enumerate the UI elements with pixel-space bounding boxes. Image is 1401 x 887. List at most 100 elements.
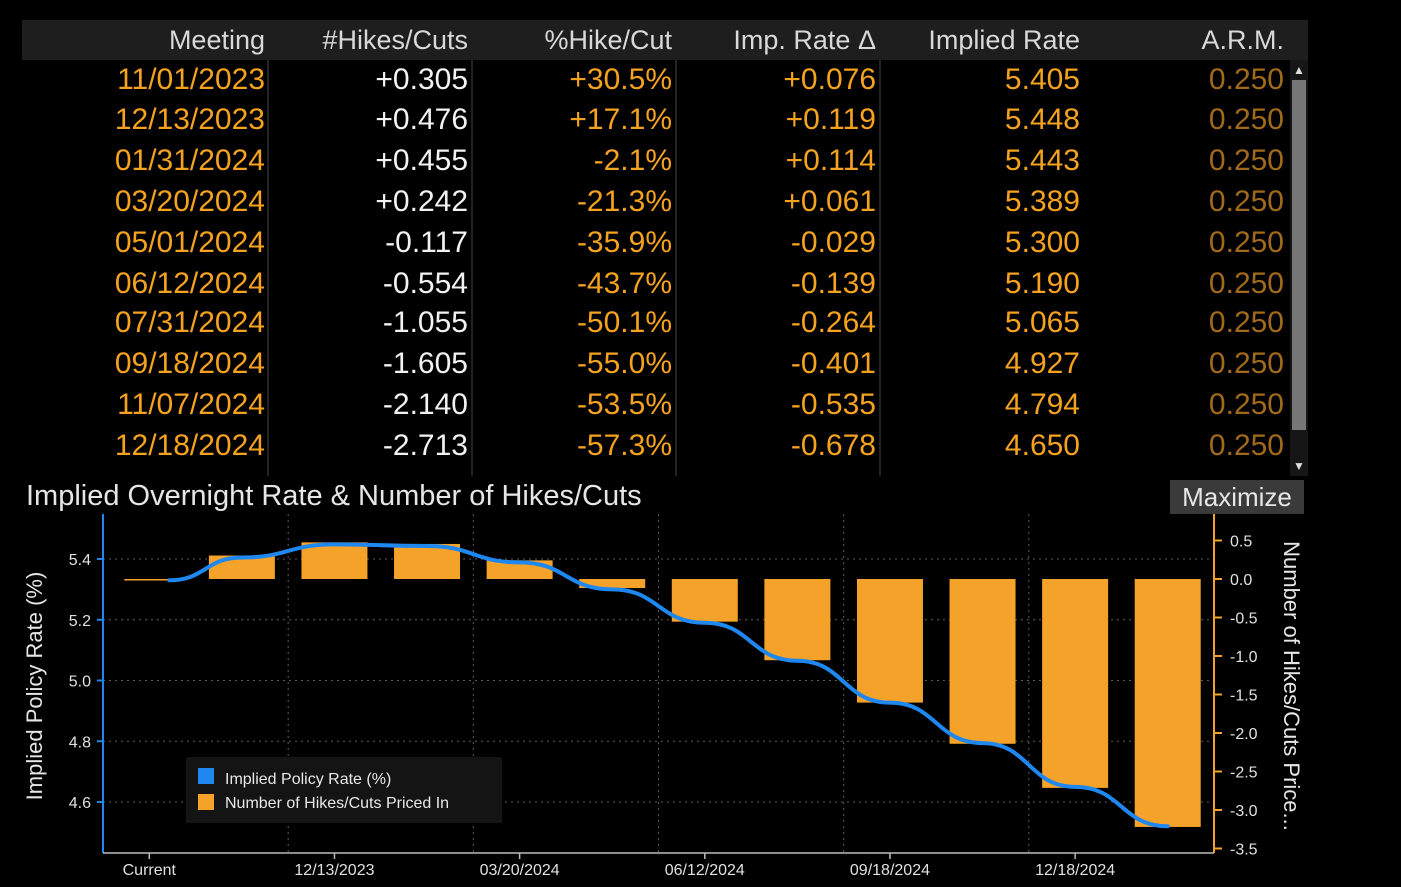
cell-hikes: -2.140 — [382, 388, 468, 421]
cell-meeting: 03/20/2024 — [114, 185, 265, 218]
table-row[interactable]: 01/31/2024 +0.455 -2.1% +0.114 5.443 0.250 — [22, 141, 1290, 181]
bar — [856, 579, 923, 703]
cell-pct: -55.0% — [576, 347, 672, 380]
right-tick-label: -0.5 — [1230, 611, 1258, 628]
x-tick-label: 09/18/2024 — [850, 862, 930, 879]
right-tick-label: 0.0 — [1230, 572, 1252, 589]
right-tick-label: -3.0 — [1230, 803, 1258, 820]
left-tick-label: 5.2 — [69, 613, 91, 630]
cell-pct: +17.1% — [569, 103, 672, 136]
cell-rate: 5.190 — [1004, 267, 1080, 300]
table-row[interactable]: 12/18/2024 -2.713 -57.3% -0.678 4.650 0.250 — [22, 426, 1290, 466]
legend-label-rate: Implied Policy Rate (%) — [225, 771, 391, 788]
bar — [1134, 579, 1201, 827]
cell-hikes: +0.305 — [375, 63, 468, 96]
cell-meeting: 06/12/2024 — [114, 267, 265, 300]
right-tick-label: -1.0 — [1230, 649, 1258, 666]
cell-arm: 0.250 — [1208, 267, 1284, 300]
table-row[interactable]: 05/01/2024 -0.117 -35.9% -0.029 5.300 0.250 — [22, 223, 1290, 263]
cell-delta: -0.401 — [790, 347, 876, 380]
meeting-table: Meeting #Hikes/Cuts %Hike/Cut Imp. Rate Δ Im… — [22, 20, 1308, 476]
column-header-meeting[interactable]: Meeting — [168, 25, 265, 55]
cell-meeting: 09/18/2024 — [114, 347, 265, 380]
cell-arm: 0.250 — [1208, 144, 1284, 177]
right-tick-label: 0.5 — [1230, 534, 1252, 551]
cell-arm: 0.250 — [1208, 63, 1284, 96]
cell-meeting: 05/01/2024 — [114, 226, 265, 259]
y2-axis-label: Number of Hikes/Cuts Price... — [1279, 541, 1304, 831]
x-tick-label: 12/18/2024 — [1035, 862, 1115, 879]
cell-meeting: 12/13/2023 — [114, 103, 265, 136]
table-row[interactable]: 03/20/2024 +0.242 -21.3% +0.061 5.389 0.250 — [22, 182, 1290, 222]
table-row[interactable]: 11/01/2023 +0.305 +30.5% +0.076 5.405 0.250 — [22, 60, 1290, 100]
table-row[interactable]: 11/07/2024 -2.140 -53.5% -0.535 4.794 0.250 — [22, 385, 1290, 425]
left-tick-label: 5.4 — [69, 552, 91, 569]
bar — [671, 579, 738, 622]
cell-delta: -0.029 — [790, 226, 876, 259]
cell-pct: -21.3% — [576, 185, 672, 218]
cell-rate: 5.443 — [1004, 144, 1080, 177]
column-header-delta[interactable]: Imp. Rate Δ — [733, 25, 876, 55]
cell-rate: 4.650 — [1004, 429, 1080, 462]
cell-hikes: -0.554 — [382, 267, 468, 300]
table-row[interactable]: 07/31/2024 -1.055 -50.1% -0.264 5.065 0.250 — [22, 303, 1290, 343]
cell-rate: 4.927 — [1004, 347, 1080, 380]
cell-arm: 0.250 — [1208, 306, 1284, 339]
cell-pct: -35.9% — [576, 226, 672, 259]
cell-meeting: 12/18/2024 — [114, 429, 265, 462]
cell-delta: +0.119 — [785, 103, 876, 136]
cell-delta: -0.139 — [790, 267, 876, 300]
right-tick-label: -2.0 — [1230, 726, 1258, 743]
cell-pct: -57.3% — [576, 429, 672, 462]
cell-pct: +30.5% — [569, 63, 672, 96]
right-tick-label: -3.5 — [1230, 842, 1258, 859]
cell-pct: -43.7% — [576, 267, 672, 300]
table-row[interactable]: 09/18/2024 -1.605 -55.0% -0.401 4.927 0.250 — [22, 344, 1290, 384]
column-header-hikes[interactable]: #Hikes/Cuts — [322, 25, 468, 55]
chart-title: Implied Overnight Rate & Number of Hikes… — [26, 480, 642, 512]
scroll-down-icon[interactable]: ▼ — [1293, 459, 1305, 473]
left-tick-label: 4.8 — [69, 734, 91, 751]
table-header: Meeting #Hikes/Cuts %Hike/Cut Imp. Rate Δ Im… — [22, 20, 1308, 60]
column-header-rate[interactable]: Implied Rate — [928, 25, 1080, 55]
scroll-up-icon[interactable]: ▲ — [1293, 63, 1305, 77]
column-divider — [471, 20, 473, 476]
legend-box — [186, 757, 502, 823]
cell-hikes: -2.713 — [382, 429, 468, 462]
column-header-arm[interactable]: A.R.M. — [1201, 25, 1284, 55]
cell-arm: 0.250 — [1208, 388, 1284, 421]
scrollbar-thumb[interactable] — [1292, 80, 1306, 430]
table-scrollbar[interactable] — [1290, 60, 1308, 476]
y-axis-label: Implied Policy Rate (%) — [22, 572, 47, 801]
implied-rate-chart: 4.6 4.8 5.0 5.2 5.4 Current 12/13/2023 03/20/20… — [22, 514, 1304, 879]
legend-label-bars: Number of Hikes/Cuts Priced In — [225, 795, 449, 812]
cell-arm: 0.250 — [1208, 429, 1284, 462]
column-header-pct[interactable]: %Hike/Cut — [544, 25, 672, 55]
cell-meeting: 11/01/2023 — [117, 63, 265, 96]
cell-rate: 5.448 — [1004, 103, 1080, 136]
cell-delta: -0.264 — [790, 306, 876, 339]
cell-delta: +0.114 — [785, 144, 876, 177]
column-divider — [267, 20, 269, 476]
cell-hikes: -1.605 — [382, 347, 468, 380]
column-divider — [675, 20, 677, 476]
maximize-button[interactable]: Maximize — [1170, 480, 1304, 514]
cell-hikes: +0.455 — [375, 144, 468, 177]
column-divider — [879, 20, 881, 476]
bar — [579, 579, 646, 589]
bar — [1042, 579, 1109, 788]
cell-meeting: 11/07/2024 — [117, 388, 265, 421]
rate-line — [167, 542, 1170, 829]
cell-meeting: 07/31/2024 — [114, 306, 265, 339]
cell-pct: -2.1% — [593, 144, 672, 177]
cell-arm: 0.250 — [1208, 226, 1284, 259]
legend-swatch-bars — [198, 794, 214, 810]
cell-pct: -50.1% — [576, 306, 672, 339]
bar — [949, 579, 1016, 744]
bar — [764, 579, 831, 661]
cell-hikes: +0.476 — [375, 103, 468, 136]
table-row[interactable]: 12/13/2023 +0.476 +17.1% +0.119 5.448 0.250 — [22, 100, 1290, 140]
table-row[interactable]: 06/12/2024 -0.554 -43.7% -0.139 5.190 0.250 — [22, 264, 1290, 304]
x-tick-label: 12/13/2023 — [294, 862, 374, 879]
left-tick-label: 4.6 — [69, 795, 91, 812]
